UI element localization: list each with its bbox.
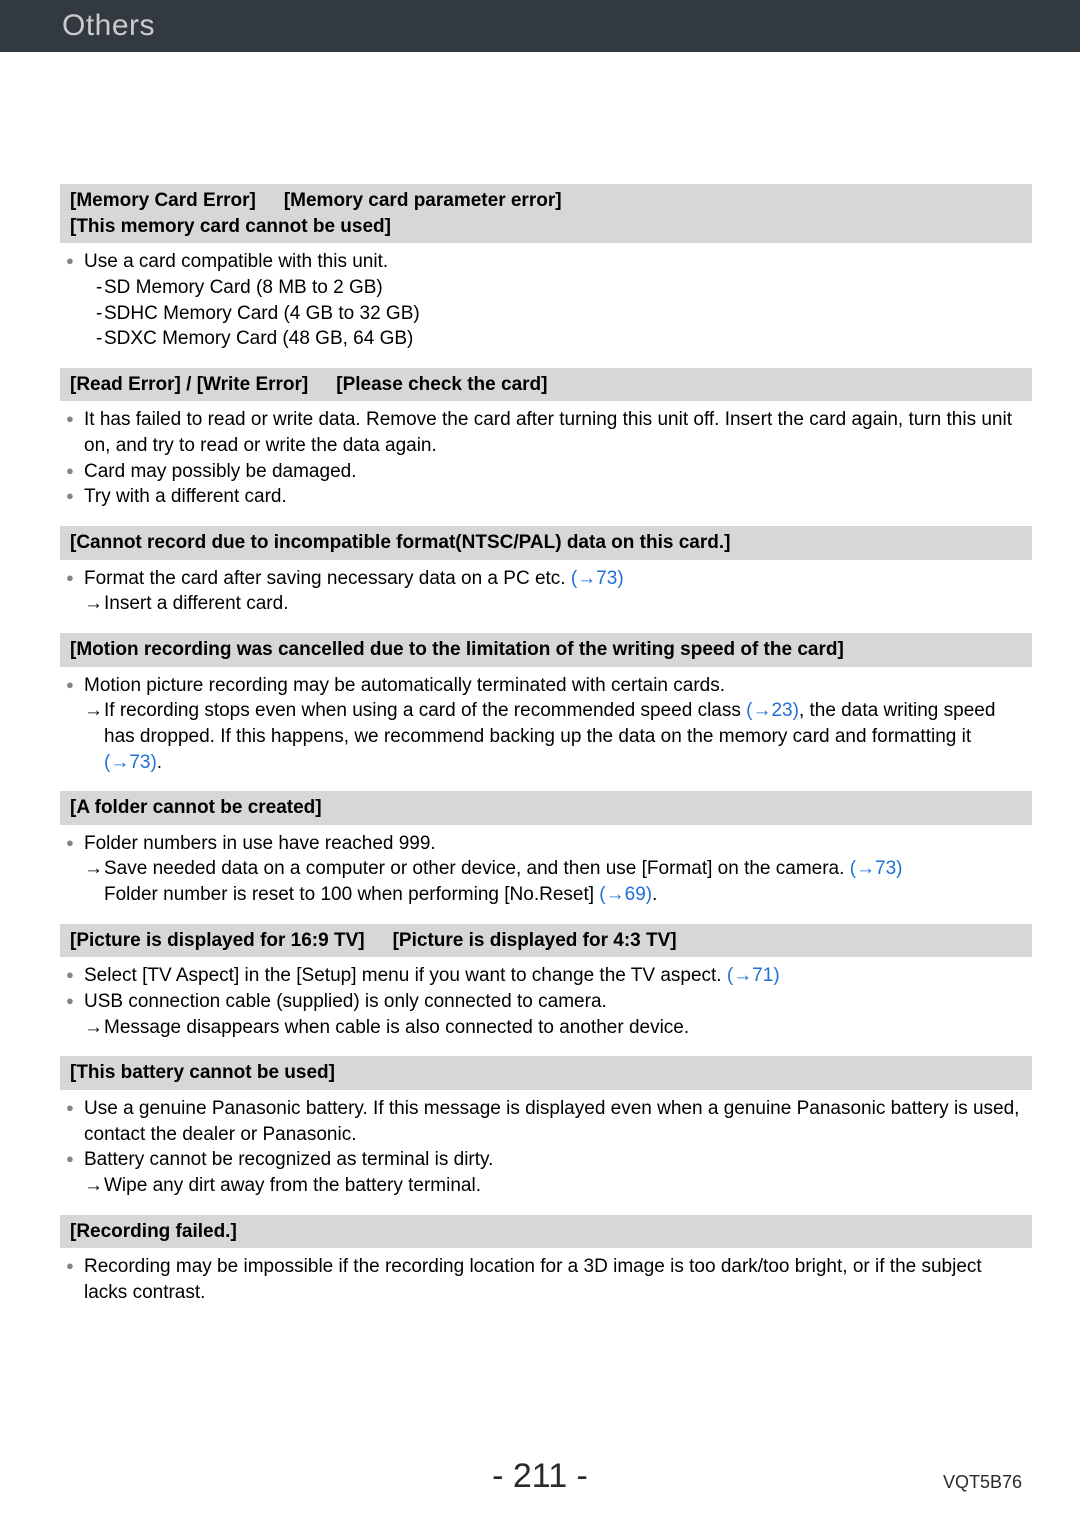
header-title: Others [62, 9, 155, 43]
sub-item: SDHC Memory Card (4 GB to 32 GB) [66, 301, 1028, 327]
section-heading: [Read Error] / [Write Error] [Please chec… [60, 368, 1032, 402]
section-body: Use a card compatible with this unit. SD… [60, 243, 1032, 356]
sub-item: →Message disappears when cable is also c… [66, 1015, 1028, 1041]
heading-part: [Memory Card Error] [70, 190, 256, 211]
sub-item: →Save needed data on a computer or other… [66, 856, 1028, 882]
heading-part: [Picture is displayed for 4:3 TV] [393, 930, 677, 951]
heading-part: [Cannot record due to incompatible forma… [70, 532, 730, 553]
bullet-item: Motion picture recording may be automati… [66, 673, 1028, 699]
page-ref-link[interactable]: (→69) [599, 884, 652, 905]
section-heading: [Picture is displayed for 16:9 TV] [Pictu… [60, 924, 1032, 958]
bullet-item: Try with a different card. [66, 484, 1028, 510]
page-ref-link[interactable]: (→73) [850, 858, 903, 879]
section-body: Select [TV Aspect] in the [Setup] menu i… [60, 957, 1032, 1044]
page-ref-link[interactable]: (→71) [727, 965, 780, 986]
bullet-item: Battery cannot be recognized as terminal… [66, 1147, 1028, 1173]
heading-part: [Read Error] / [Write Error] [70, 374, 308, 395]
sub-item: →If recording stops even when using a ca… [66, 698, 1028, 775]
header-bar: Others [0, 0, 1080, 52]
page-content: [Memory Card Error] [Memory card paramete… [0, 52, 1080, 1309]
bullet-item: USB connection cable (supplied) is only … [66, 989, 1028, 1015]
page-ref-link[interactable]: (→73) [104, 752, 157, 773]
bullet-item: Use a card compatible with this unit. [66, 249, 1028, 275]
bullet-item: Format the card after saving necessary d… [66, 566, 1028, 592]
sub-item: SD Memory Card (8 MB to 2 GB) [66, 275, 1028, 301]
bullet-item: Card may possibly be damaged. [66, 459, 1028, 485]
section-body: Recording may be impossible if the recor… [60, 1248, 1032, 1309]
section-heading: [A folder cannot be created] [60, 791, 1032, 825]
heading-part: [Please check the card] [336, 374, 547, 395]
bullet-item: Folder numbers in use have reached 999. [66, 831, 1028, 857]
continuation: Folder number is reset to 100 when perfo… [66, 882, 1028, 908]
section-body: Folder numbers in use have reached 999. … [60, 825, 1032, 912]
sub-item: →Insert a different card. [66, 591, 1028, 617]
heading-part: [Memory card parameter error] [284, 190, 562, 211]
page-number: - 211 - [492, 1457, 588, 1496]
sub-item: SDXC Memory Card (48 GB, 64 GB) [66, 326, 1028, 352]
section-heading: [Memory Card Error] [Memory card paramete… [60, 184, 1032, 243]
bullet-item: Use a genuine Panasonic battery. If this… [66, 1096, 1028, 1147]
page-ref-link[interactable]: (→73) [571, 568, 624, 589]
doc-code: VQT5B76 [943, 1472, 1022, 1493]
heading-part: [A folder cannot be created] [70, 797, 322, 818]
bullet-item: Recording may be impossible if the recor… [66, 1254, 1028, 1305]
section-heading: [Cannot record due to incompatible forma… [60, 526, 1032, 560]
bullet-item: It has failed to read or write data. Rem… [66, 407, 1028, 458]
heading-part: [Motion recording was cancelled due to t… [70, 639, 844, 660]
bullet-item: Select [TV Aspect] in the [Setup] menu i… [66, 963, 1028, 989]
heading-part: [This battery cannot be used] [70, 1062, 335, 1083]
section-body: Motion picture recording may be automati… [60, 667, 1032, 780]
heading-part: [This memory card cannot be used] [70, 216, 391, 237]
section-body: Format the card after saving necessary d… [60, 560, 1032, 621]
section-heading: [Motion recording was cancelled due to t… [60, 633, 1032, 667]
section-body: Use a genuine Panasonic battery. If this… [60, 1090, 1032, 1203]
section-body: It has failed to read or write data. Rem… [60, 401, 1032, 514]
footer: - 211 - VQT5B76 [0, 1457, 1080, 1497]
sub-item: →Wipe any dirt away from the battery ter… [66, 1173, 1028, 1199]
section-heading: [Recording failed.] [60, 1215, 1032, 1249]
section-heading: [This battery cannot be used] [60, 1056, 1032, 1090]
heading-part: [Picture is displayed for 16:9 TV] [70, 930, 365, 951]
heading-part: [Recording failed.] [70, 1221, 237, 1242]
page-ref-link[interactable]: (→23) [746, 700, 799, 721]
